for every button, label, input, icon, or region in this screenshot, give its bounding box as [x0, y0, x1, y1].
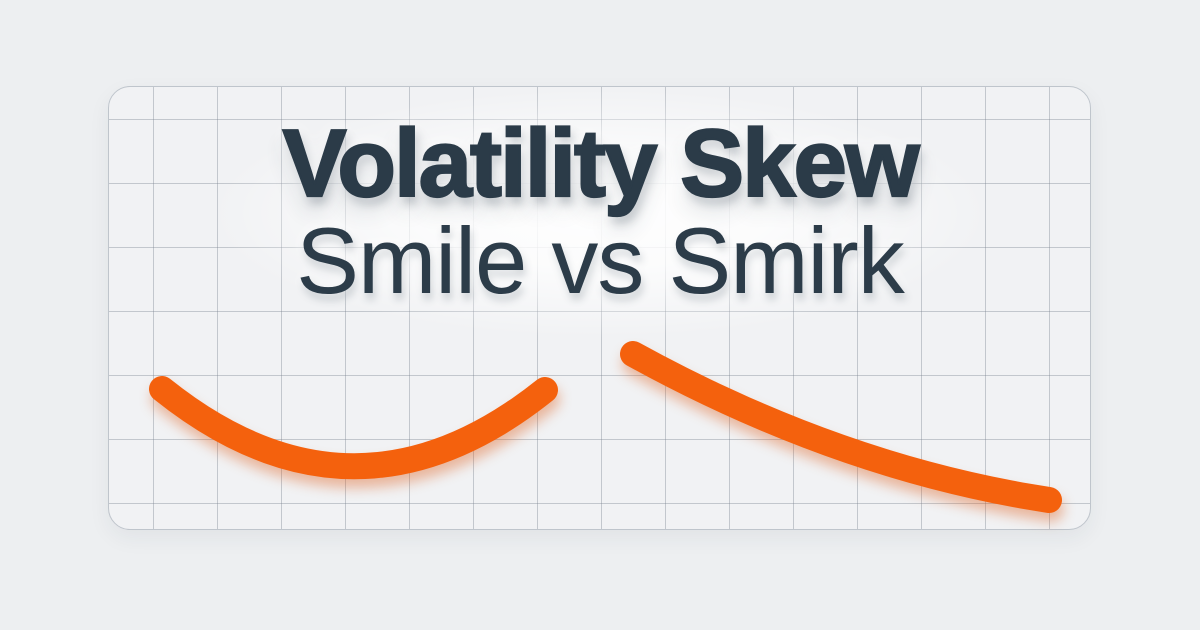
page-title: Volatility Skew	[281, 110, 920, 217]
page-subtitle: Smile vs Smirk	[296, 208, 904, 313]
